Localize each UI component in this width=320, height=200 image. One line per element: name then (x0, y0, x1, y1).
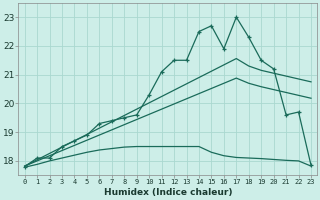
X-axis label: Humidex (Indice chaleur): Humidex (Indice chaleur) (104, 188, 232, 197)
